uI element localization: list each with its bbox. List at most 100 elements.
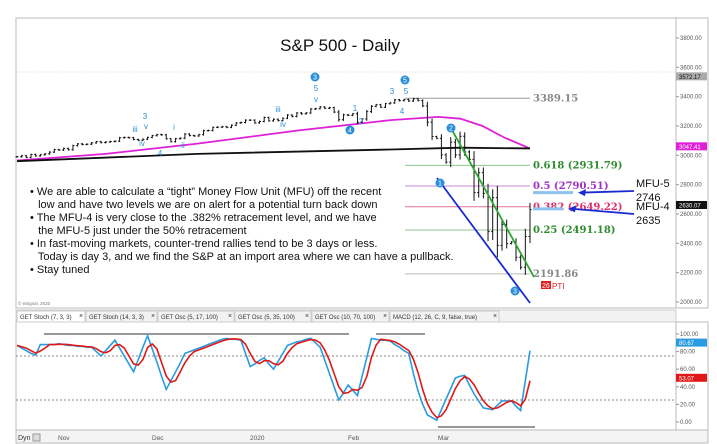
price-bar bbox=[453, 138, 457, 159]
price-bar bbox=[393, 98, 397, 104]
price-badge-label: 2630.07 bbox=[679, 204, 701, 210]
price-bar bbox=[57, 148, 61, 151]
tab-close-icon[interactable]: × bbox=[305, 313, 309, 320]
price-bar bbox=[360, 118, 364, 124]
price-bar bbox=[374, 103, 378, 108]
indicator-tab[interactable]: MACD (12, 26, C, 9, false, true) × bbox=[389, 310, 500, 323]
indicator-tab[interactable]: GET Osc (5, 17, 100) × bbox=[157, 310, 235, 323]
price-bar bbox=[160, 133, 164, 136]
dyn-label[interactable]: Dyn bbox=[18, 435, 31, 442]
note-line: • The MFU-4 is very close to the .382% r… bbox=[30, 212, 377, 224]
tab-label: GET Stoch (7, 3, 3) bbox=[20, 315, 72, 321]
tab-label: GET Osc (5, 35, 100) bbox=[238, 315, 295, 321]
price-badge bbox=[676, 201, 707, 209]
stoch-value-badge bbox=[676, 338, 707, 347]
price-bar bbox=[90, 141, 94, 146]
price-tick-label: 2800.00 bbox=[680, 183, 702, 189]
pti-box-number: 26 bbox=[542, 283, 550, 290]
price-bar bbox=[318, 106, 322, 110]
date-axis[interactable] bbox=[15, 429, 709, 444]
stoch-tick-label: 80.00 bbox=[680, 350, 696, 356]
price-bar bbox=[234, 122, 238, 127]
tab-close-icon[interactable]: × bbox=[493, 313, 497, 320]
fib-level-label: 0.618 (2931.79) bbox=[533, 160, 623, 171]
price-bar bbox=[192, 134, 196, 137]
arrow-head-icon bbox=[568, 205, 576, 213]
note-line: • In fast-moving markets, counter-trend … bbox=[30, 238, 377, 250]
price-bar bbox=[197, 133, 201, 137]
price-bar bbox=[104, 141, 108, 144]
scale-toggle-icon[interactable] bbox=[32, 433, 41, 442]
price-bar bbox=[225, 125, 229, 129]
indicator-tab[interactable]: GET Stoch (14, 3, 3) × bbox=[85, 310, 158, 323]
wave-circle-label: 5 bbox=[403, 78, 407, 85]
price-bar bbox=[244, 119, 248, 124]
indicator-tab[interactable]: GET Stoch (7, 3, 3) × bbox=[16, 310, 86, 323]
tab-close-icon[interactable]: × bbox=[228, 313, 232, 320]
price-badge bbox=[676, 72, 707, 81]
price-bar bbox=[141, 138, 145, 142]
price-bar bbox=[332, 106, 336, 114]
price-bar bbox=[52, 148, 56, 153]
tab-close-icon[interactable]: × bbox=[151, 313, 155, 320]
date-label: Feb bbox=[348, 435, 360, 442]
price-bar bbox=[239, 121, 243, 124]
blue-channel-line bbox=[436, 177, 531, 304]
note-line: Today is day 3, and we find the S&P at a… bbox=[32, 251, 454, 263]
indicator-panel bbox=[15, 321, 677, 431]
wave-label: 2 bbox=[359, 117, 364, 126]
price-axis[interactable] bbox=[675, 17, 709, 309]
tab-close-icon[interactable]: × bbox=[79, 313, 83, 320]
price-bar bbox=[230, 124, 234, 129]
wave-circle-icon bbox=[345, 125, 355, 135]
price-bar bbox=[323, 106, 327, 110]
price-bar bbox=[113, 140, 117, 143]
price-tick-label: 2600.00 bbox=[680, 212, 702, 218]
wave-label: iv bbox=[280, 120, 286, 129]
price-bar bbox=[76, 143, 80, 147]
indicator-tab[interactable]: GET Osc (5, 35, 100) × bbox=[234, 310, 312, 323]
price-bar bbox=[411, 97, 415, 102]
price-bar bbox=[85, 143, 89, 146]
tab-close-icon[interactable]: × bbox=[383, 313, 387, 320]
price-bar bbox=[351, 112, 355, 117]
wave-label: iv bbox=[139, 139, 145, 148]
price-bar bbox=[136, 138, 140, 142]
stoch-value-badge bbox=[676, 373, 707, 382]
price-tick-label: 2400.00 bbox=[680, 241, 702, 247]
price-bar bbox=[528, 202, 532, 244]
price-badge-label: 3047.41 bbox=[679, 145, 701, 151]
price-bar bbox=[346, 113, 350, 117]
wave-label: 3 bbox=[390, 87, 395, 96]
note-line: the MFU-5 just under the 50% retracement bbox=[32, 225, 247, 237]
price-bar bbox=[341, 113, 345, 121]
price-tick-label: 3000.00 bbox=[680, 153, 702, 159]
wave-label: v bbox=[144, 122, 148, 131]
price-bar bbox=[313, 107, 317, 110]
price-bar bbox=[206, 129, 210, 132]
wave-circle-icon bbox=[446, 123, 456, 133]
price-bar bbox=[495, 185, 499, 258]
price-tick-label: 3200.00 bbox=[680, 124, 702, 130]
price-bar bbox=[155, 133, 159, 137]
price-tick-label: 2200.00 bbox=[680, 271, 702, 277]
note-line: • Stay tuned bbox=[30, 264, 90, 276]
price-bar bbox=[472, 151, 476, 201]
price-bar bbox=[523, 228, 527, 275]
green-trend-line bbox=[451, 129, 535, 278]
moving-average-magenta bbox=[16, 116, 531, 162]
chart-title: S&P 500 - Daily bbox=[280, 36, 400, 55]
price-bar bbox=[444, 153, 448, 164]
moving-average-black bbox=[16, 146, 531, 163]
price-bar bbox=[258, 120, 262, 124]
price-bar bbox=[216, 126, 220, 129]
price-bar bbox=[309, 107, 313, 114]
wave-circle-label: 4 bbox=[348, 128, 352, 135]
indicator-tab[interactable]: GET Osc (10, 70, 100) × bbox=[311, 310, 390, 323]
tab-label: GET Osc (10, 70, 100) bbox=[315, 315, 375, 321]
price-bar bbox=[281, 117, 285, 122]
price-bar bbox=[38, 153, 42, 157]
arrow-head-icon bbox=[578, 189, 586, 197]
price-bar bbox=[183, 133, 187, 140]
tab-label: MACD (12, 26, C, 9, false, true) bbox=[393, 315, 477, 321]
